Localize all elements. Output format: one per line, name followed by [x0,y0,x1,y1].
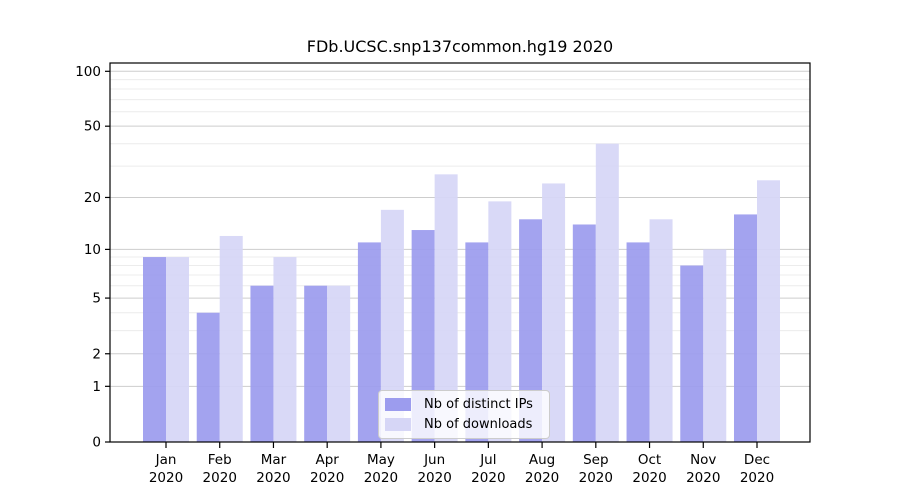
bar-aug-downloads [542,183,566,443]
bar-dec-distinct-ips [733,214,757,442]
x-tick-label-year: 2020 [525,470,559,486]
bar-mar-distinct-ips [250,285,274,442]
bar-may-downloads [380,209,404,442]
bar-sep-downloads [595,143,619,442]
plot-frame [109,62,811,443]
y-tick-label: 2 [92,346,101,362]
legend-item-distinct-ips: Nb of distinct IPs [385,398,541,411]
x-tick-label-month: Jan [155,452,177,468]
y-tick-label: 0 [92,435,101,451]
bar-sep-distinct-ips [572,224,596,442]
legend-label-downloads: Nb of downloads [424,417,533,432]
legend-item-downloads: Nb of downloads [385,418,541,431]
x-tick-label-month: Nov [690,452,716,468]
chart-title: FDb.UCSC.snp137common.hg19 2020 [306,37,614,56]
x-tick-label-year: 2020 [417,470,451,486]
y-tick-label: 20 [84,190,101,206]
x-tick-label-month: Sep [583,452,608,468]
x-tick-label-year: 2020 [740,470,774,486]
bar-oct-downloads [649,219,673,442]
x-tick-label-year: 2020 [256,470,290,486]
bar-may-distinct-ips [357,242,381,442]
x-tick-label-month: Aug [529,452,555,468]
legend-swatch-downloads [385,418,411,431]
bar-jul-downloads [488,201,512,442]
x-tick-label-year: 2020 [686,470,720,486]
y-tick-label: 10 [84,242,101,258]
x-tick-label-year: 2020 [310,470,344,486]
y-tick-label: 100 [75,64,101,80]
bar-apr-distinct-ips [304,285,328,442]
bar-jun-distinct-ips [411,230,435,442]
legend-swatch-distinct-ips [385,398,411,411]
bar-nov-downloads [703,249,727,442]
y-tick-label: 1 [92,379,101,395]
x-tick-label-year: 2020 [471,470,505,486]
legend: Nb of distinct IPs Nb of downloads [378,390,550,439]
x-tick-label-year: 2020 [579,470,613,486]
x-tick-label-year: 2020 [203,470,237,486]
bar-feb-downloads [219,235,243,442]
bar-nov-distinct-ips [680,265,704,442]
x-tick-label-month: Dec [744,452,770,468]
bar-dec-downloads [756,180,780,442]
x-tick-label-month: Oct [638,452,661,468]
y-tick-label: 5 [92,291,101,307]
x-tick-label-month: Apr [316,452,340,468]
y-tick-label: 50 [84,119,101,135]
x-tick-label-month: Jun [423,452,445,468]
x-tick-label-month: Feb [208,452,232,468]
x-tick-label-month: Mar [261,452,287,468]
legend-label-distinct-ips: Nb of distinct IPs [424,397,533,412]
bar-mar-downloads [273,257,297,442]
bar-feb-distinct-ips [196,312,220,442]
x-tick-label-year: 2020 [364,470,398,486]
x-tick-label-year: 2020 [149,470,183,486]
x-tick-label-month: Jul [479,452,496,468]
bar-jun-downloads [434,174,458,442]
bar-oct-distinct-ips [626,242,650,442]
x-tick-label-month: May [367,452,395,468]
bar-apr-downloads [327,285,351,442]
bar-jan-distinct-ips [143,257,166,442]
bar-jan-downloads [166,257,189,442]
bar-aug-distinct-ips [519,219,543,442]
x-tick-label-year: 2020 [632,470,666,486]
